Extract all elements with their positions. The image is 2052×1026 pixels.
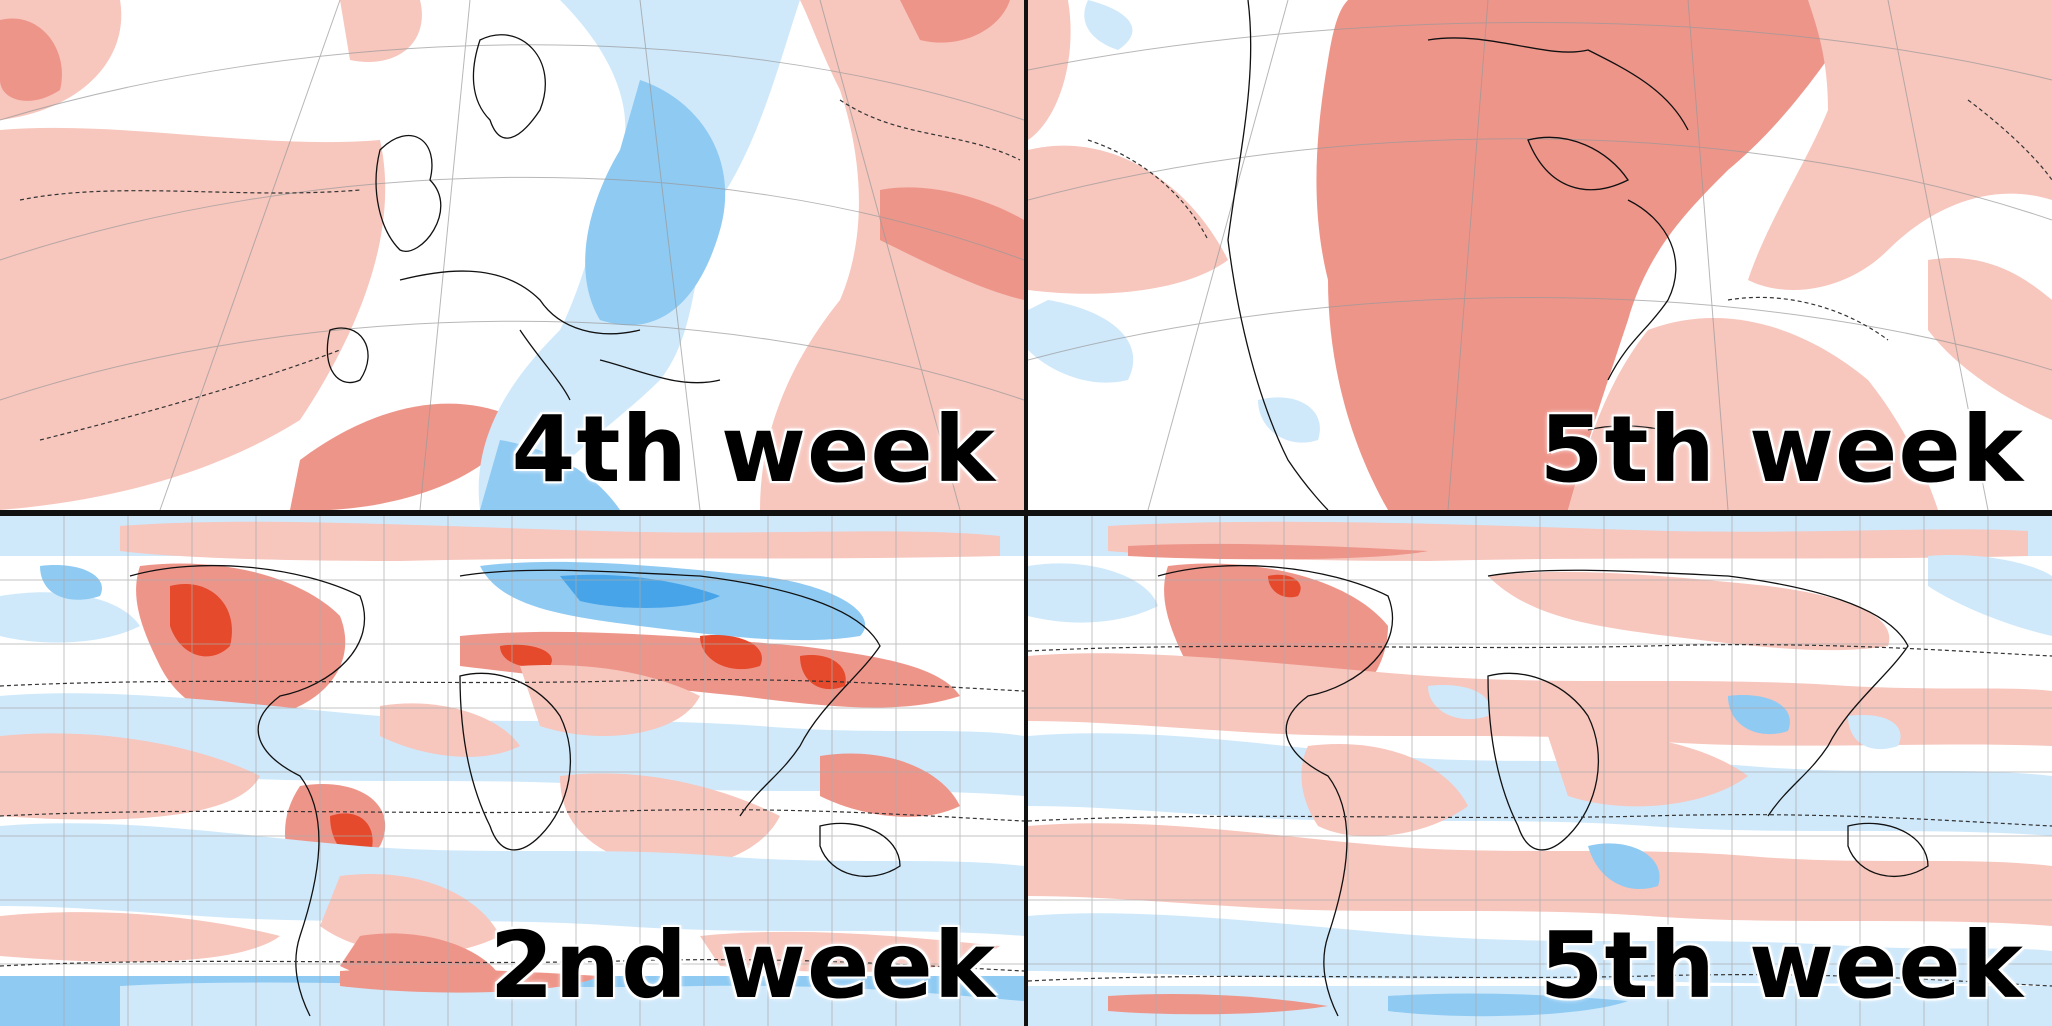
- panel-label: 5th week: [1539, 912, 2024, 1019]
- panel-label: 5th week: [1539, 396, 2024, 503]
- europe-anomaly-map: [0, 0, 1024, 510]
- panel-europe: 4th week: [0, 0, 1024, 510]
- north-america-anomaly-map: [1028, 0, 2052, 510]
- panel-global-a: 2nd week: [0, 516, 1024, 1026]
- global-anomaly-map-b: [1028, 516, 2052, 1026]
- panel-north-america: 5th week: [1028, 0, 2052, 510]
- panel-label: 4th week: [511, 396, 996, 503]
- panel-global-b: 5th week: [1028, 516, 2052, 1026]
- global-anomaly-map-a: [0, 516, 1024, 1026]
- panel-label: 2nd week: [489, 912, 996, 1019]
